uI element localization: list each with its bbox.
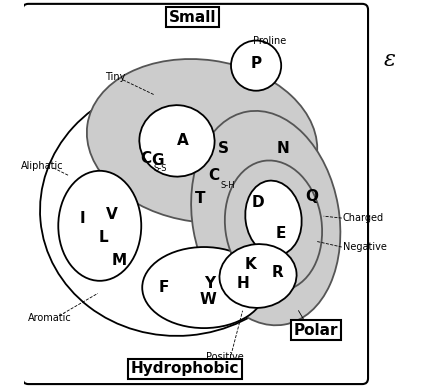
Text: M: M [111, 253, 126, 268]
Text: C: C [207, 168, 219, 183]
Text: S: S [217, 141, 228, 156]
Text: Positive: Positive [206, 352, 243, 362]
Text: S-S: S-S [154, 164, 167, 173]
Text: I: I [79, 211, 85, 225]
Text: Negative: Negative [342, 242, 386, 252]
Text: R: R [271, 265, 283, 279]
Circle shape [230, 41, 280, 91]
Text: W: W [199, 292, 216, 306]
Text: S-H: S-H [220, 181, 235, 190]
Text: Tiny: Tiny [105, 72, 125, 82]
Text: N: N [276, 141, 289, 156]
Text: K: K [244, 257, 256, 272]
FancyBboxPatch shape [23, 4, 367, 384]
Text: V: V [105, 207, 117, 222]
Text: F: F [158, 280, 168, 295]
Ellipse shape [219, 244, 296, 308]
Text: P: P [250, 56, 261, 71]
Text: A: A [177, 134, 188, 148]
Text: Aromatic: Aromatic [28, 313, 71, 323]
Text: Proline: Proline [253, 36, 286, 46]
Text: Polar: Polar [293, 323, 337, 337]
Text: L: L [99, 230, 108, 245]
Text: Charged: Charged [342, 213, 383, 223]
Text: T: T [194, 191, 205, 206]
Ellipse shape [58, 171, 141, 281]
Text: Small: Small [168, 10, 216, 25]
Text: Q: Q [305, 190, 318, 204]
Text: Hydrophobic: Hydrophobic [130, 361, 238, 376]
Text: C: C [140, 151, 151, 166]
Text: H: H [236, 276, 248, 291]
Text: ε: ε [382, 49, 395, 71]
Text: Aliphatic: Aliphatic [20, 161, 63, 171]
Ellipse shape [191, 111, 339, 325]
Ellipse shape [40, 81, 317, 336]
Ellipse shape [245, 181, 301, 256]
Ellipse shape [139, 105, 214, 177]
Ellipse shape [142, 247, 265, 328]
Ellipse shape [224, 161, 321, 291]
Text: E: E [275, 226, 286, 241]
Text: Y: Y [204, 276, 215, 291]
Text: G: G [151, 153, 164, 168]
Text: D: D [251, 195, 264, 210]
Ellipse shape [87, 59, 316, 223]
